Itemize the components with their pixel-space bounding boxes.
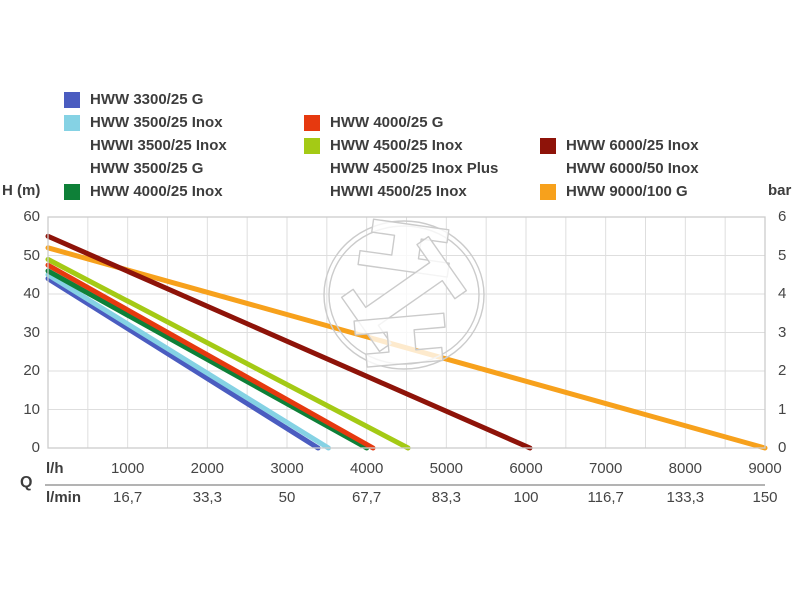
- legend-item: HWWI 4500/25 Inox: [304, 180, 498, 203]
- x-axis-row-separator: [45, 484, 765, 486]
- curve-hww-4000-25-inox: [45, 268, 370, 451]
- legend-label: HWWI 4500/25 Inox: [330, 183, 467, 200]
- legend-item: HWW 4500/25 Inox Plus: [304, 157, 498, 180]
- legend-item: HWW 4500/25 Inox: [304, 134, 498, 157]
- x-tick-lmin-67,7: 67,7: [352, 489, 382, 506]
- x-tick-lh-1000: 1000: [110, 460, 145, 477]
- x-axis-q-label: Q: [20, 474, 33, 491]
- plot-frame: [47, 216, 766, 449]
- x-tick-lh-5000: 5000: [429, 460, 464, 477]
- plot-border: [47, 216, 766, 449]
- x-tick-lmin-50: 50: [278, 489, 296, 506]
- legend-label: HWW 4500/25 Inox Plus: [330, 160, 499, 177]
- y-left-tick-60: 60: [23, 208, 40, 225]
- legend-item: HWW 3300/25 G: [64, 88, 227, 111]
- y-right-tick-5: 5: [778, 246, 787, 264]
- y-axis-left-label: H (m): [2, 182, 41, 199]
- legend-item: HWW 9000/100 G: [540, 180, 699, 203]
- legend-swatch: [64, 114, 80, 131]
- pump-curves: [45, 233, 768, 451]
- y-left-tick-30: 30: [23, 323, 40, 341]
- x-tick-lh-3000: 3000: [270, 460, 304, 477]
- y-right-tick-2: 2: [778, 362, 787, 379]
- legend-swatch: [64, 91, 80, 108]
- watermark-bottom-ibeam: [353, 312, 446, 368]
- y-axis-right-label: bar: [768, 182, 792, 199]
- legend-label: HWW 6000/25 Inox: [566, 137, 699, 154]
- x-tick-lmin-133,3: 133,3: [666, 489, 705, 506]
- legend-label: HWW 3300/25 G: [90, 91, 204, 108]
- legend-swatch: [304, 114, 320, 131]
- watermark-outer-circle: [323, 220, 485, 370]
- curve-hww-4000-25-g: [45, 262, 376, 451]
- x-tick-lmin-33,3: 33,3: [192, 489, 222, 506]
- x-tick-lh-9000: 9000: [748, 460, 782, 477]
- legend-item: HWW 4000/25 Inox: [64, 180, 227, 203]
- y-right-tick-3: 3: [778, 323, 787, 341]
- legend-swatch: [540, 137, 556, 154]
- curve-hww-4500-25-inox---hww-4500-25-inox-plus---hwwi-4500-25-inox: [45, 256, 411, 451]
- y-right-tick-1: 1: [778, 400, 787, 418]
- y-left-tick-10: 10: [23, 400, 40, 418]
- legend-label: HWW 6000/50 Inox: [566, 160, 699, 177]
- x-tick-lmin-100: 100: [513, 489, 539, 506]
- x-tick-lh-8000: 8000: [668, 460, 703, 477]
- legend-item: HWW 6000/25 Inox: [540, 134, 699, 157]
- y-left-tick-50: 50: [23, 246, 40, 264]
- legend-label: HWW 4000/25 G: [330, 114, 444, 131]
- y-right-tick-4: 4: [778, 285, 787, 302]
- legend-label: HWW 4500/25 Inox: [330, 137, 463, 154]
- legend-label: HWW 4000/25 Inox: [90, 183, 223, 200]
- legend-item: HWW 3500/25 Inox: [64, 111, 227, 134]
- x-tick-lh-6000: 6000: [509, 460, 543, 477]
- legend-item: HWW 4000/25 G: [304, 111, 498, 134]
- y-left-tick-20: 20: [23, 362, 40, 379]
- legend-item: HWWI 3500/25 Inox: [64, 134, 227, 157]
- legend-item: HWW 6000/50 Inox: [540, 157, 699, 180]
- legend-label: HWW 3500/25 G: [90, 160, 204, 177]
- x-tick-lh-4000: 4000: [349, 460, 384, 477]
- legend-label: HWWI 3500/25 Inox: [90, 137, 227, 154]
- curve-hww-3300-25-g: [45, 276, 321, 451]
- x-tick-lh-2000: 2000: [190, 460, 225, 477]
- legend-swatch: [64, 183, 80, 200]
- legend-label: HWW 3500/25 Inox: [90, 114, 223, 131]
- watermark-logo: [323, 218, 485, 370]
- legend-swatch: [540, 183, 556, 200]
- legend-column-3: HWW 6000/25 Inox HWW 6000/50 Inox HWW 9000…: [540, 134, 699, 203]
- curve-hww-3500-25-inox---hwwi-3500-25-inox---hww-3500-25-g: [45, 272, 331, 451]
- curve-hww-6000-25-inox---hww-6000-50-inox: [45, 233, 533, 451]
- y-right-tick-6: 6: [778, 208, 787, 225]
- y-left-tick-40: 40: [23, 285, 40, 302]
- y-right-tick-0: 0: [778, 439, 787, 456]
- legend-column-1: HWW 3300/25 G HWW 3500/25 Inox HWWI 3500/2…: [64, 88, 227, 203]
- y-left-tick-0: 0: [31, 439, 40, 456]
- legend-item: HWW 3500/25 G: [64, 157, 227, 180]
- x-axis-lh-label: l/h: [46, 460, 64, 477]
- x-tick-lmin-116,7: 116,7: [587, 489, 624, 506]
- x-tick-lh-7000: 7000: [588, 460, 623, 477]
- legend-label: HWW 9000/100 G: [566, 183, 688, 200]
- x-axis-lmin-label: l/min: [46, 489, 82, 506]
- legend-swatch: [304, 137, 320, 154]
- x-tick-lmin-16,7: 16,7: [113, 489, 143, 506]
- legend-column-2: HWW 4000/25 G HWW 4500/25 Inox HWW 4500/25…: [304, 111, 498, 203]
- x-tick-lmin-83,3: 83,3: [431, 489, 461, 506]
- x-tick-lmin-150: 150: [752, 489, 778, 506]
